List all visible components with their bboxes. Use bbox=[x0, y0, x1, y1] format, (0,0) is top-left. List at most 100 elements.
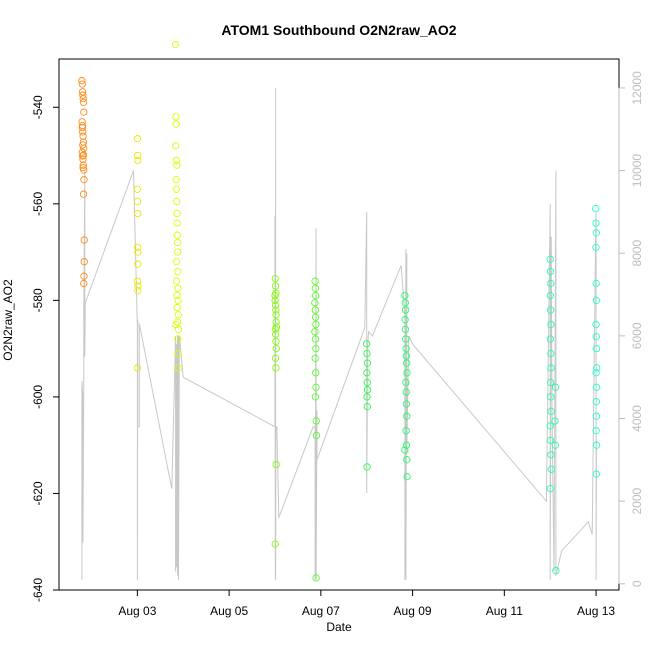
data-point-series-4 bbox=[272, 318, 280, 326]
right-tick-label: 8000 bbox=[630, 240, 644, 267]
data-point-series-4 bbox=[272, 460, 280, 469]
data-point-series-7 bbox=[403, 369, 411, 377]
data-point-series-9 bbox=[592, 219, 600, 227]
data-point-series-9 bbox=[592, 441, 601, 449]
data-point-series-4 bbox=[272, 311, 280, 319]
data-point-series-1 bbox=[80, 166, 88, 174]
data-point-series-2 bbox=[134, 248, 142, 256]
data-point-series-2 bbox=[133, 135, 142, 143]
data-point-series-1 bbox=[78, 121, 87, 130]
data-point-series-7 bbox=[402, 344, 410, 353]
data-point-series-6 bbox=[363, 349, 371, 358]
data-point-series-7 bbox=[402, 378, 410, 387]
data-point-series-8 bbox=[546, 335, 555, 343]
data-point-series-3 bbox=[172, 142, 180, 150]
data-point-series-6 bbox=[363, 359, 372, 367]
data-point-series-5 bbox=[312, 574, 320, 582]
data-point-series-9 bbox=[592, 427, 600, 435]
data-point-series-3 bbox=[172, 320, 180, 329]
data-point-series-8 bbox=[547, 306, 555, 314]
data-point-series-5 bbox=[312, 320, 320, 329]
data-point-series-8 bbox=[551, 383, 560, 391]
data-point-series-5 bbox=[311, 335, 320, 343]
data-point-series-6 bbox=[363, 386, 372, 394]
data-point-series-8 bbox=[552, 567, 560, 575]
data-point-series-1 bbox=[79, 151, 88, 159]
data-point-series-1 bbox=[80, 258, 88, 266]
data-point-series-1 bbox=[79, 155, 87, 164]
data-point-series-6 bbox=[363, 378, 371, 387]
data-point-series-3 bbox=[171, 40, 180, 49]
data-point-series-1 bbox=[79, 132, 87, 140]
data-point-series-3 bbox=[173, 219, 181, 227]
data-point-series-8 bbox=[546, 484, 555, 493]
data-point-series-2 bbox=[133, 243, 142, 251]
data-point-series-9 bbox=[592, 320, 600, 329]
data-point-series-2 bbox=[134, 287, 142, 295]
data-point-series-3 bbox=[174, 349, 182, 358]
left-tick-label: -580 bbox=[31, 288, 45, 312]
left-tick-label: -620 bbox=[31, 481, 45, 505]
data-point-series-4 bbox=[271, 282, 280, 290]
data-point-series-3 bbox=[174, 267, 182, 276]
data-point-series-7 bbox=[403, 456, 411, 464]
data-point-series-9 bbox=[592, 470, 601, 478]
data-point-series-8 bbox=[546, 436, 555, 445]
data-point-series-5 bbox=[311, 284, 320, 292]
data-point-series-4 bbox=[272, 337, 280, 346]
data-point-series-3 bbox=[173, 231, 181, 239]
data-point-series-3 bbox=[174, 296, 182, 305]
data-point-series-2 bbox=[134, 209, 142, 218]
data-point-series-3 bbox=[173, 209, 181, 218]
data-point-series-8 bbox=[547, 451, 555, 459]
data-point-series-8 bbox=[547, 407, 555, 416]
data-point-series-7 bbox=[402, 400, 411, 408]
data-point-series-8 bbox=[546, 422, 554, 430]
data-point-series-3 bbox=[174, 284, 182, 292]
data-point-series-5 bbox=[311, 354, 319, 362]
data-point-series-1 bbox=[78, 118, 86, 126]
data-point-series-2 bbox=[134, 151, 142, 160]
right-tick-label: 4000 bbox=[630, 405, 644, 432]
data-point-series-6 bbox=[363, 369, 371, 377]
right-tick-label: 12000 bbox=[630, 71, 644, 105]
data-point-series-7 bbox=[401, 299, 409, 307]
data-point-series-9 bbox=[592, 204, 600, 213]
data-point-series-4 bbox=[271, 301, 280, 309]
data-point-series-2 bbox=[134, 156, 142, 165]
data-point-series-8 bbox=[547, 465, 555, 473]
data-point-series-4 bbox=[272, 323, 281, 331]
data-point-series-4 bbox=[272, 306, 280, 314]
right-tick-label: 2000 bbox=[630, 487, 644, 514]
data-point-series-7 bbox=[401, 291, 409, 300]
data-point-series-6 bbox=[363, 402, 371, 411]
left-tick-label: -640 bbox=[31, 578, 45, 602]
data-point-series-7 bbox=[403, 412, 411, 420]
data-point-series-9 bbox=[592, 332, 600, 341]
data-point-series-3 bbox=[173, 161, 181, 169]
data-point-series-9 bbox=[592, 243, 600, 251]
data-point-series-8 bbox=[551, 417, 559, 425]
data-point-series-8 bbox=[547, 320, 555, 329]
data-point-series-3 bbox=[172, 156, 181, 165]
data-point-series-2 bbox=[134, 260, 142, 268]
data-point-series-5 bbox=[312, 383, 320, 391]
data-point-series-3 bbox=[172, 113, 180, 121]
data-point-series-5 bbox=[311, 306, 319, 314]
data-point-series-7 bbox=[402, 441, 411, 449]
data-point-series-9 bbox=[592, 344, 601, 353]
data-point-series-9 bbox=[593, 364, 601, 372]
data-point-series-3 bbox=[174, 248, 182, 256]
data-point-series-9 bbox=[592, 412, 601, 420]
data-point-series-8 bbox=[546, 378, 555, 387]
data-point-series-3 bbox=[173, 197, 181, 206]
data-point-series-9 bbox=[592, 398, 600, 406]
data-point-series-1 bbox=[80, 176, 88, 184]
plot-border bbox=[58, 58, 620, 591]
data-point-series-4 bbox=[271, 274, 279, 283]
data-point-series-7 bbox=[401, 325, 410, 333]
data-point-series-3 bbox=[174, 335, 182, 343]
data-point-series-8 bbox=[546, 291, 555, 300]
data-point-series-6 bbox=[363, 463, 371, 471]
